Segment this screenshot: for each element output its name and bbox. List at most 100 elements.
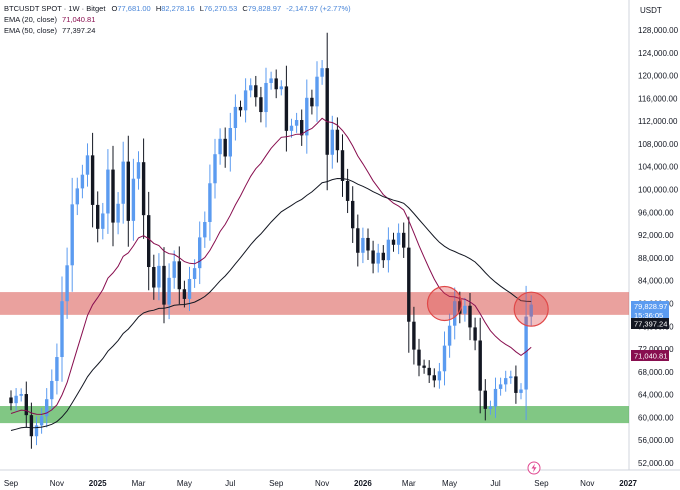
candle-body [259, 97, 263, 113]
candle-body [14, 395, 18, 404]
candle-body [391, 239, 396, 245]
candle [504, 370, 508, 392]
ema20-price-tag: 71,040.81 [631, 350, 669, 361]
candle-body [335, 129, 340, 151]
candle [325, 32, 329, 191]
candle-body [19, 394, 23, 396]
candle-body [249, 85, 253, 91]
candle [427, 360, 431, 383]
candle [85, 143, 90, 187]
candle-body [447, 325, 452, 346]
candle [381, 245, 385, 268]
candle-body [412, 321, 416, 350]
currency-label[interactable]: USDT [640, 6, 662, 15]
time-tick-label: Jul [225, 479, 235, 488]
candle [493, 377, 498, 418]
candle [300, 109, 304, 146]
low-label: L [200, 4, 204, 13]
candle-body [427, 367, 431, 376]
candle-body [381, 252, 385, 261]
candle-body [340, 150, 345, 181]
time-tick-label: 2027 [619, 479, 637, 488]
price-tick-label: 116,000.00 [638, 94, 678, 103]
candle-body [483, 390, 487, 409]
candle-body [361, 237, 365, 253]
candle-body [203, 222, 207, 238]
candle-body [213, 154, 217, 184]
candle-body [330, 129, 334, 155]
time-tick-label: Mar [402, 479, 416, 488]
candle-body [376, 252, 380, 264]
candle-body [519, 389, 523, 393]
candle-body [55, 357, 59, 381]
ema20-legend[interactable]: EMA (20, close) 71,040.81 [4, 15, 95, 24]
candle-body [402, 232, 406, 248]
candle [24, 381, 28, 428]
time-axis[interactable]: Sep Nov 2025 Mar May Jul Sep Nov 2026 Mar May Jul Se… [4, 479, 638, 488]
candle [417, 338, 421, 377]
candle-body [228, 127, 232, 157]
ema50-line [10, 177, 532, 431]
candle [340, 134, 345, 197]
price-tick-label: 88,000.00 [638, 254, 674, 263]
highlight-circle [426, 285, 463, 322]
price-axis[interactable]: 52,000.00 56,000.00 60,000.00 64,000.00 68,0… [638, 26, 679, 468]
candle-body [529, 304, 533, 317]
candle-body [504, 378, 508, 385]
candle-body [208, 183, 212, 223]
candle [351, 186, 355, 243]
candle [447, 313, 452, 358]
candle [259, 86, 263, 123]
price-tick-label: 124,000.00 [638, 49, 679, 58]
ema20-legend-label: EMA (20, close) [4, 15, 57, 24]
candle [345, 168, 350, 214]
candle-body [141, 162, 146, 216]
candle [39, 407, 44, 434]
candle-body [453, 301, 457, 326]
candle [473, 317, 477, 351]
candle [402, 222, 406, 258]
change-value: -2,147.97 (+2.77%) [286, 4, 351, 13]
candle [70, 177, 74, 292]
candle [294, 112, 299, 133]
candle [376, 243, 380, 273]
candle-body [315, 76, 319, 107]
candle [274, 69, 278, 99]
candle-body [131, 178, 136, 221]
candle [157, 253, 161, 301]
candle [432, 368, 436, 388]
time-tick-label: Mar [132, 479, 146, 488]
candle [407, 216, 411, 353]
candle-body [167, 277, 171, 305]
candle [356, 214, 360, 267]
candle-body [422, 365, 426, 368]
candle-body [39, 416, 44, 426]
ema50-tag-value: 77,397.24 [634, 320, 667, 329]
ema20-tag-value: 71,040.81 [634, 352, 667, 361]
candle-body [101, 213, 105, 229]
candle [437, 362, 442, 389]
candle-body [238, 106, 243, 111]
candle-body [269, 78, 273, 83]
candle-body [75, 188, 79, 205]
candle-body [24, 394, 28, 416]
price-tick-label: 56,000.00 [638, 436, 674, 445]
candle-body [498, 384, 503, 389]
ema50-legend[interactable]: EMA (50, close) 77,397.24 [4, 26, 95, 35]
support-zone [0, 406, 629, 424]
candle-body [345, 180, 350, 201]
candles-layer [9, 32, 533, 449]
candle [34, 416, 39, 446]
candle [442, 331, 447, 386]
candle-body [116, 203, 120, 223]
candle [172, 250, 176, 289]
price-tick-label: 104,000.00 [638, 163, 679, 172]
candle [9, 390, 13, 411]
candle-body [463, 305, 467, 314]
candle [208, 164, 212, 241]
price-tick-label: 112,000.00 [638, 117, 678, 126]
lightning-icon[interactable] [527, 461, 541, 475]
candle [162, 247, 166, 324]
candle-body [305, 97, 309, 136]
